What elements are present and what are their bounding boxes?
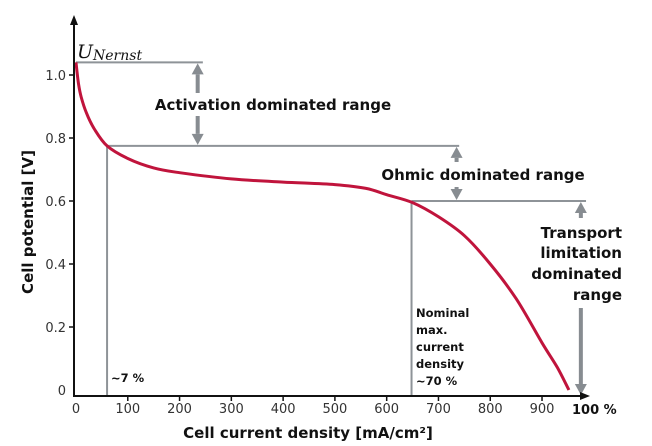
y-tick-label: 1.0: [45, 69, 66, 84]
ohmic-up-arrow: [450, 146, 463, 162]
x-tick-label: 600: [374, 402, 399, 417]
y-axis-arrowhead: [70, 15, 78, 25]
nominal-line-5: ~70 %: [416, 374, 458, 388]
ohmic-range-label: Ohmic dominated range: [381, 166, 584, 184]
nominal-line-1: Nominal: [416, 306, 469, 320]
y-tick-label: 0: [58, 384, 66, 399]
activation-down-arrow: [191, 116, 204, 145]
reference-lines: [76, 61, 587, 396]
transport-line-4: range: [573, 286, 622, 304]
polarization-curve: [74, 62, 571, 391]
ohmic-up-arrow-head: [450, 146, 463, 158]
x-axis-title: Cell current density [mA/cm²]: [183, 424, 433, 442]
transport-line-1: Transport: [541, 224, 622, 242]
seven-percent-label: ~7 %: [111, 371, 145, 385]
nominal-line-4: density: [416, 357, 465, 371]
ohmic-down-arrow: [450, 187, 463, 200]
transport-down-arrow-head: [574, 384, 587, 395]
range-arrows: [191, 63, 587, 395]
u-nernst-main: U: [77, 41, 94, 63]
activation-up-arrow: [191, 63, 204, 93]
x-tick-label: 200: [167, 402, 192, 417]
transport-range-label: Transport limitation dominated range: [531, 224, 622, 304]
y-tick-label: 0.2: [45, 321, 66, 336]
y-ticks: 0 0.2 0.4 0.6 0.8 1.0: [45, 69, 74, 399]
x-tick-label: 300: [219, 402, 244, 417]
activation-down-arrow-head: [191, 133, 204, 145]
y-tick-label: 0.6: [45, 195, 66, 210]
transport-up-arrow-head: [574, 202, 587, 213]
x-ticks: 0 100 200 300 400 500 600 700 800 900: [72, 396, 555, 417]
x-tick-label: 700: [426, 402, 451, 417]
x-tick-label: 400: [271, 402, 296, 417]
axes: [70, 15, 590, 400]
activation-up-arrow-head: [191, 63, 204, 75]
x-tick-label: 100: [115, 402, 140, 417]
x-tick-label: 0: [72, 402, 80, 417]
activation-range-label: Activation dominated range: [155, 96, 391, 114]
x-tick-label: 900: [530, 402, 555, 417]
transport-line-3: dominated: [531, 265, 622, 283]
y-tick-label: 0.8: [45, 132, 66, 147]
x-axis-arrowhead: [580, 392, 590, 400]
u-nernst-label: UNernst: [77, 41, 142, 64]
hundred-percent-label: 100 %: [572, 403, 617, 418]
nominal-line-2: max.: [416, 323, 448, 337]
x-tick-label: 800: [478, 402, 503, 417]
y-axis-title: Cell potential [V]: [19, 150, 37, 294]
nominal-current-label: Nominal max. current density ~70 %: [416, 306, 469, 388]
u-nernst-subscript: Nernst: [92, 48, 142, 64]
y-tick-label: 0.4: [45, 258, 66, 273]
transport-up-arrow: [574, 202, 587, 218]
transport-down-arrow: [574, 308, 587, 395]
nominal-line-3: current: [416, 340, 464, 354]
transport-line-2: limitation: [540, 244, 622, 262]
ohmic-down-arrow-head: [450, 189, 463, 200]
x-tick-label: 500: [322, 402, 347, 417]
